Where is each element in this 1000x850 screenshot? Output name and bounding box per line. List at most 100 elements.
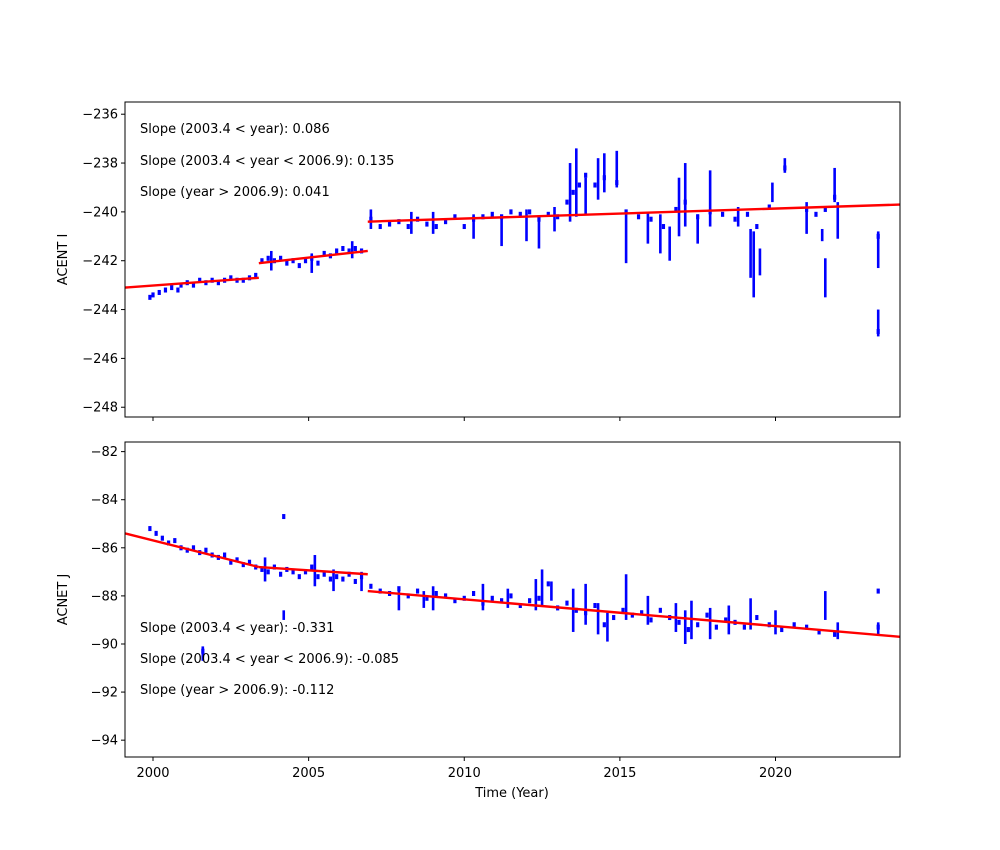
acnet-j-slope-annotation-2: Slope (2003.4 < year < 2006.9): -0.085 bbox=[140, 652, 399, 667]
acnet-j-data-point bbox=[500, 598, 504, 604]
acent-i-slope-annotation-1: Slope (2003.4 < year): 0.086 bbox=[140, 122, 330, 137]
acnet-j-y-tick-label: −82 bbox=[91, 445, 118, 460]
acnet-j-data-point bbox=[630, 612, 634, 618]
acent-i-data-point bbox=[216, 280, 220, 286]
acnet-j-data-point bbox=[425, 595, 429, 601]
acnet-j-data-point bbox=[677, 619, 681, 625]
acnet-j-slope-annotation-3: Slope (year > 2006.9): -0.112 bbox=[140, 683, 334, 698]
acnet-j-data-point bbox=[279, 571, 283, 577]
acent-i-data-point bbox=[876, 329, 880, 335]
acent-i-y-tick-label: −238 bbox=[82, 157, 118, 172]
acnet-j-data-point bbox=[518, 603, 522, 609]
acent-i-data-point bbox=[518, 211, 522, 217]
acnet-j-data-point bbox=[537, 595, 541, 601]
acent-i-data-point bbox=[720, 211, 725, 217]
acent-i-data-point bbox=[674, 206, 678, 212]
acent-i-fit-line bbox=[367, 203, 901, 223]
acent-i-data-point bbox=[191, 282, 196, 288]
acnet-j-data-point bbox=[347, 571, 351, 577]
acnet-j-ticks: −82 −84 −86 −88 −90 −92 −94 2000 2005 2010 2015 202… bbox=[91, 445, 792, 781]
acnet-j-data-point bbox=[792, 622, 796, 628]
acnet-j-data-point bbox=[297, 574, 301, 580]
acnet-j-data-point bbox=[453, 598, 457, 604]
acent-i-data-point bbox=[176, 287, 180, 293]
acnet-j-x-tick-label: 2010 bbox=[448, 766, 481, 781]
acent-i-data-point bbox=[266, 255, 270, 261]
acnet-j-data-point bbox=[602, 622, 606, 628]
acent-i-data-point bbox=[876, 233, 880, 239]
acnet-j-data-point bbox=[584, 610, 588, 616]
acent-i-data-point bbox=[733, 216, 737, 222]
acent-i-data-point bbox=[593, 182, 597, 188]
acent-i-data-point bbox=[509, 209, 513, 215]
acent-i-y-axis-label: ACENT I bbox=[56, 234, 71, 286]
acnet-j-data-point bbox=[833, 631, 837, 637]
acent-i-data-point bbox=[546, 211, 550, 217]
acent-i-data-point bbox=[316, 260, 320, 266]
acnet-j-data-point bbox=[621, 607, 625, 613]
acent-i-data-point bbox=[148, 294, 152, 300]
x-axis-label: Time (Year) bbox=[474, 786, 549, 801]
acnet-j-data-point bbox=[565, 600, 569, 606]
acent-i-data-point bbox=[406, 224, 410, 230]
acnet-j-data-point bbox=[322, 571, 326, 577]
acnet-j-x-tick-label: 2020 bbox=[759, 766, 792, 781]
acnet-j-data-point bbox=[369, 583, 373, 589]
acnet-j-data-point bbox=[310, 564, 314, 570]
acnet-j-data-point bbox=[593, 603, 597, 609]
acnet-j-data-point bbox=[247, 559, 252, 565]
acent-i-data-point bbox=[347, 248, 351, 254]
acnet-j-data-point bbox=[173, 538, 177, 544]
acnet-j-x-tick-label: 2015 bbox=[603, 766, 636, 781]
acnet-j-data-point bbox=[876, 624, 880, 630]
acent-i-fit-lines bbox=[124, 203, 901, 289]
acnet-j-y-tick-label: −88 bbox=[91, 589, 118, 604]
acnet-j-data-point bbox=[742, 624, 746, 630]
acent-i-data-point bbox=[260, 258, 264, 264]
acnet-j-data-point bbox=[817, 629, 821, 635]
acnet-j-data-point bbox=[705, 612, 709, 618]
acnet-j-data-point bbox=[166, 540, 171, 546]
acnet-j-y-tick-label: −94 bbox=[91, 734, 118, 749]
acnet-j-data-point bbox=[266, 569, 270, 575]
acent-i-y-tick-label: −244 bbox=[82, 303, 118, 318]
acnet-j-data-point bbox=[191, 545, 196, 551]
acent-i-data-point bbox=[254, 272, 258, 278]
acnet-j-data-point bbox=[574, 607, 578, 613]
acnet-j-data-point bbox=[154, 530, 158, 536]
acnet-j-data-point bbox=[341, 576, 345, 582]
acent-i-data-point bbox=[322, 250, 326, 256]
acnet-j-data-point bbox=[397, 586, 401, 592]
acnet-j-data-point bbox=[303, 569, 308, 575]
acent-i-data-point bbox=[683, 199, 687, 205]
acent-i-plot-frame bbox=[124, 101, 901, 418]
acnet-j-fit-line bbox=[258, 565, 368, 576]
acent-i-y-tick-label: −236 bbox=[82, 108, 118, 123]
acnet-j-data-point bbox=[160, 535, 164, 541]
acent-i-data-point bbox=[297, 263, 301, 269]
acent-i-panel: −236 −238 −240 −242 −244 −246 −248 ACENT I Slo… bbox=[56, 101, 901, 421]
acent-i-ticks: −236 −238 −240 −242 −244 −246 −248 bbox=[82, 108, 777, 421]
acent-i-data-point bbox=[303, 258, 308, 264]
acent-i-data-point bbox=[745, 211, 750, 217]
acent-i-data-point bbox=[291, 258, 295, 264]
acent-i-data-point bbox=[814, 211, 818, 217]
acnet-j-panel: −82 −84 −86 −88 −90 −92 −94 2000 2005 2010 2015 202… bbox=[56, 441, 901, 781]
acnet-j-y-tick-label: −90 bbox=[91, 637, 118, 652]
acent-i-data-point bbox=[556, 214, 560, 220]
acent-i-slope-annotation-3: Slope (year > 2006.9): 0.041 bbox=[140, 185, 330, 200]
acnet-j-data-point bbox=[640, 610, 644, 616]
acnet-j-fit-line bbox=[124, 532, 260, 569]
acnet-j-data-point bbox=[434, 590, 438, 596]
acent-i-data-point bbox=[353, 246, 357, 252]
acnet-j-data-point bbox=[148, 526, 152, 532]
acent-i-data-point bbox=[369, 216, 373, 222]
acnet-j-data-point bbox=[260, 566, 264, 572]
acent-i-data-point bbox=[490, 211, 494, 217]
acent-i-data-point bbox=[229, 275, 233, 281]
acent-i-data-point bbox=[241, 277, 245, 283]
acent-i-data-point bbox=[577, 182, 582, 188]
acent-i-y-tick-label: −246 bbox=[82, 352, 118, 367]
acent-i-data-point bbox=[661, 224, 666, 230]
